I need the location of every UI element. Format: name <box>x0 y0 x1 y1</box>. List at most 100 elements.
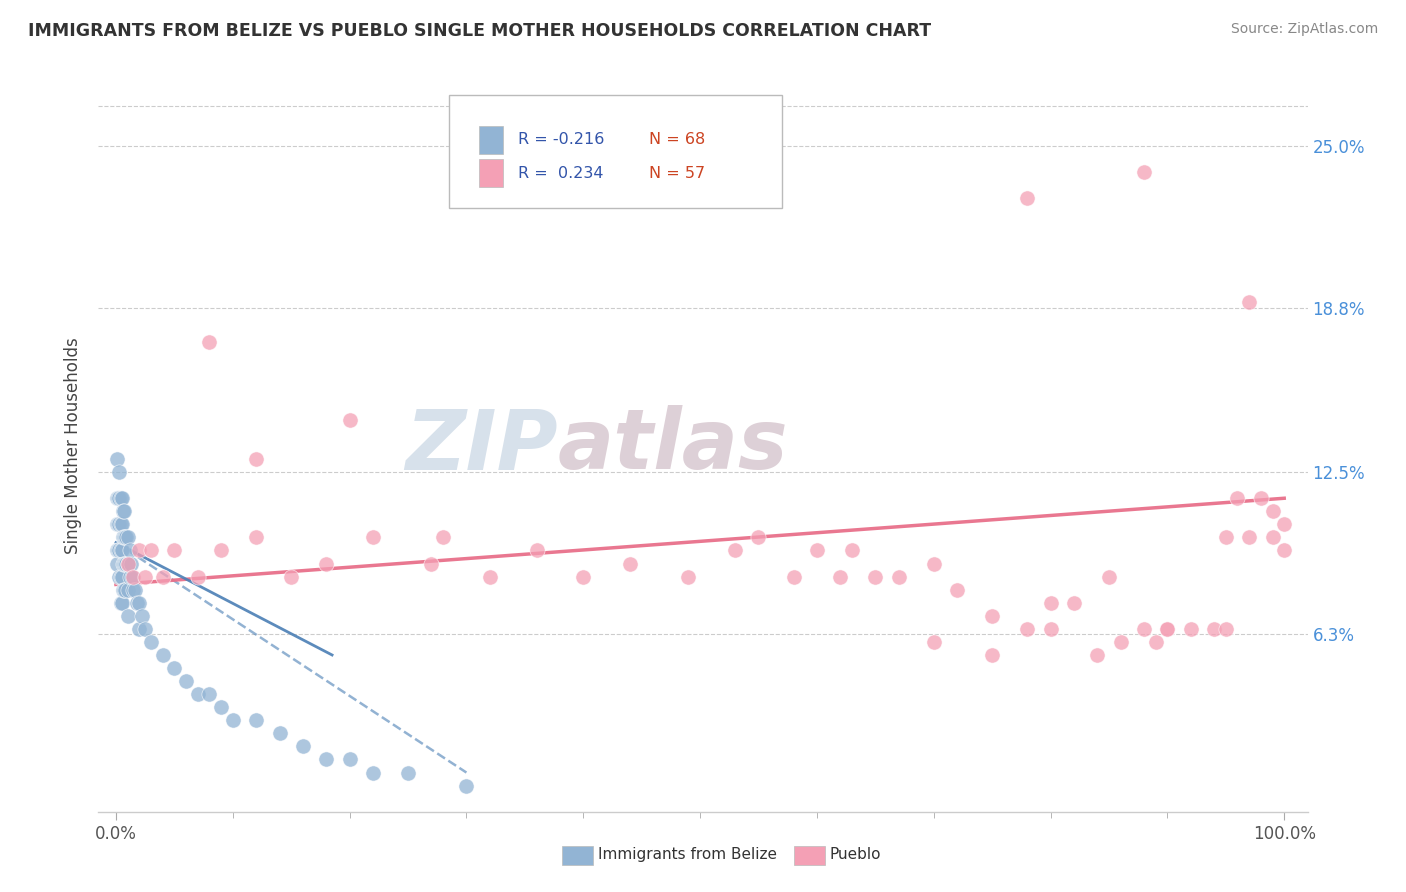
Point <box>1261 530 1284 544</box>
Point <box>209 543 232 558</box>
Text: IMMIGRANTS FROM BELIZE VS PUEBLO SINGLE MOTHER HOUSEHOLDS CORRELATION CHART: IMMIGRANTS FROM BELIZE VS PUEBLO SINGLE … <box>28 22 931 40</box>
Point <box>269 726 291 740</box>
Point <box>111 557 134 571</box>
Point <box>118 569 141 583</box>
Point <box>139 543 162 558</box>
Point <box>1085 648 1108 662</box>
Point <box>117 582 139 597</box>
Point <box>1133 164 1156 178</box>
Point <box>782 569 804 583</box>
FancyBboxPatch shape <box>479 160 503 187</box>
Point <box>120 557 142 571</box>
Point <box>806 543 828 558</box>
Point <box>139 635 162 649</box>
Point <box>1215 622 1237 636</box>
Point <box>112 557 135 571</box>
Point <box>105 543 128 558</box>
Point <box>187 687 209 701</box>
Point <box>114 582 136 597</box>
FancyBboxPatch shape <box>449 95 782 209</box>
Point <box>1180 622 1202 636</box>
Point <box>114 557 136 571</box>
Point <box>107 491 129 506</box>
Point <box>1039 596 1062 610</box>
Point <box>110 491 132 506</box>
Point <box>619 557 641 571</box>
Point <box>131 608 153 623</box>
Point <box>112 530 135 544</box>
Point <box>245 530 267 544</box>
Point <box>1204 622 1226 636</box>
Point <box>163 661 186 675</box>
Point <box>107 543 129 558</box>
Text: N = 57: N = 57 <box>648 166 704 181</box>
Point <box>747 530 769 544</box>
Point <box>108 569 131 583</box>
Point <box>339 752 361 766</box>
Point <box>1226 491 1249 506</box>
Point <box>111 504 134 518</box>
Point <box>1144 635 1167 649</box>
Point <box>111 569 134 583</box>
Point <box>1063 596 1085 610</box>
Point <box>456 779 478 793</box>
Point <box>115 530 138 544</box>
Point <box>291 739 314 754</box>
Point <box>117 557 139 571</box>
Point <box>111 543 134 558</box>
Point <box>339 413 361 427</box>
Point <box>122 582 145 597</box>
Point <box>1017 191 1039 205</box>
Point <box>361 765 384 780</box>
Point <box>128 596 150 610</box>
Point <box>111 596 134 610</box>
Point <box>315 752 337 766</box>
Point <box>105 517 128 532</box>
Point <box>981 608 1004 623</box>
Point <box>1098 569 1121 583</box>
Point <box>125 596 148 610</box>
Text: R = -0.216: R = -0.216 <box>517 132 605 147</box>
Point <box>121 569 143 583</box>
Point <box>315 557 337 571</box>
Text: atlas: atlas <box>558 406 789 486</box>
Point <box>112 504 135 518</box>
Point <box>361 530 384 544</box>
Point <box>922 557 945 571</box>
Point <box>108 491 131 506</box>
Point <box>865 569 887 583</box>
Point <box>724 543 747 558</box>
Point <box>1237 530 1260 544</box>
Point <box>1156 622 1178 636</box>
Point <box>946 582 969 597</box>
Point <box>108 517 131 532</box>
Point <box>678 569 700 583</box>
Y-axis label: Single Mother Households: Single Mother Households <box>65 338 83 554</box>
Point <box>174 674 197 689</box>
Point <box>128 622 150 636</box>
Point <box>107 517 129 532</box>
Point <box>152 648 174 662</box>
Text: Pueblo: Pueblo <box>830 847 882 862</box>
Point <box>396 765 419 780</box>
Text: N = 68: N = 68 <box>648 132 704 147</box>
Point <box>1156 622 1178 636</box>
Point <box>110 517 132 532</box>
Point <box>110 543 132 558</box>
Point <box>114 530 136 544</box>
Point <box>112 582 135 597</box>
Point <box>922 635 945 649</box>
Point <box>198 687 221 701</box>
Point <box>222 714 245 728</box>
Point <box>245 452 267 467</box>
Text: Immigrants from Belize: Immigrants from Belize <box>598 847 776 862</box>
Point <box>124 582 146 597</box>
Point <box>1237 295 1260 310</box>
Point <box>163 543 186 558</box>
Point <box>108 465 131 479</box>
Point <box>1272 517 1295 532</box>
FancyBboxPatch shape <box>479 126 503 153</box>
Point <box>432 530 454 544</box>
Text: ZIP: ZIP <box>405 406 558 486</box>
Point <box>1109 635 1132 649</box>
